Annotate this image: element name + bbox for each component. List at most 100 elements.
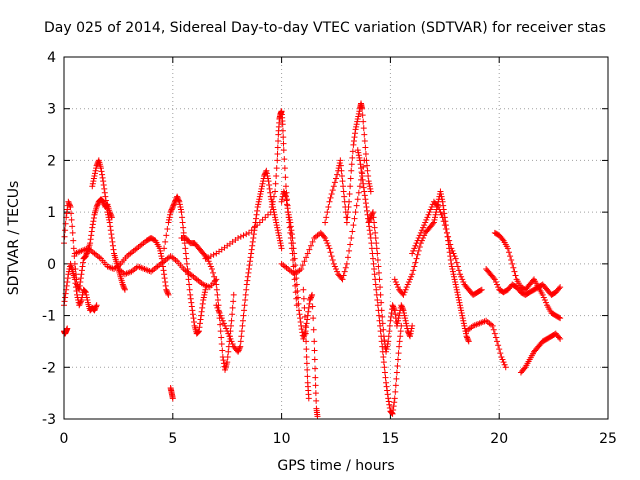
data-point [303, 360, 310, 367]
data-point [229, 341, 236, 348]
data-point [273, 222, 280, 229]
data-point [383, 379, 390, 386]
data-point [403, 322, 410, 329]
data-point [64, 325, 71, 332]
data-point [369, 255, 376, 262]
data-point [386, 405, 393, 412]
data-point [349, 228, 356, 235]
data-point [511, 268, 518, 275]
data-point [344, 209, 351, 216]
data-point [279, 127, 286, 134]
y-tick-label: -1 [42, 309, 56, 325]
data-point [310, 315, 317, 322]
data-point [303, 324, 310, 331]
data-point [390, 403, 397, 410]
data-point [268, 203, 275, 210]
data-point [391, 276, 398, 283]
data-point [390, 304, 397, 311]
data-point [68, 210, 75, 217]
data-point [359, 172, 366, 179]
data-point [243, 286, 250, 293]
data-point [441, 210, 448, 217]
data-point [256, 193, 263, 200]
data-point [282, 193, 289, 200]
data-point [379, 313, 386, 320]
data-point [273, 172, 280, 179]
data-point [269, 198, 276, 205]
data-point [392, 278, 399, 285]
data-point [353, 123, 360, 130]
data-point [100, 181, 107, 188]
data-point [88, 228, 95, 235]
data-point [323, 214, 330, 221]
data-point [375, 263, 382, 270]
data-point [432, 211, 439, 218]
data-point [408, 273, 415, 280]
data-point [370, 260, 377, 267]
data-point [360, 125, 367, 132]
series-trace-o [322, 100, 374, 226]
data-point [348, 161, 355, 168]
data-point [195, 328, 202, 335]
data-point [242, 291, 249, 298]
data-point [217, 328, 224, 335]
data-point [78, 271, 85, 278]
data-point [191, 319, 198, 326]
data-point [73, 288, 80, 295]
data-point [64, 206, 71, 213]
data-point [557, 315, 564, 322]
data-point [71, 253, 78, 260]
data-point [396, 312, 403, 319]
data-point [262, 169, 269, 176]
data-point [70, 245, 77, 252]
data-point [323, 237, 330, 244]
data-point [101, 185, 108, 192]
data-point [492, 334, 499, 341]
data-point [102, 197, 109, 204]
data-point [263, 170, 270, 177]
data-point [333, 266, 339, 273]
data-point [490, 275, 497, 282]
data-point [257, 191, 264, 198]
data-point [162, 282, 169, 289]
data-point [442, 225, 449, 232]
data-point [256, 196, 263, 203]
data-point [455, 297, 462, 304]
data-point [447, 256, 454, 263]
data-point [255, 198, 262, 205]
data-point [106, 216, 113, 223]
data-point [65, 200, 72, 207]
data-point [272, 216, 279, 223]
data-point [397, 328, 404, 335]
data-point [278, 198, 285, 205]
data-point [384, 387, 391, 394]
data-point [402, 286, 409, 293]
data-point [287, 219, 294, 226]
data-point [103, 205, 110, 212]
data-point [177, 203, 184, 210]
data-point [288, 231, 295, 238]
data-point [443, 229, 450, 236]
series-trace-p [354, 147, 405, 417]
data-point [356, 157, 363, 164]
data-point [188, 299, 195, 306]
data-point [186, 281, 193, 288]
data-point [446, 249, 453, 256]
data-point [521, 365, 528, 372]
data-point [396, 343, 403, 350]
data-point [361, 131, 368, 138]
data-point [438, 193, 445, 200]
data-point [347, 175, 354, 182]
data-point [176, 201, 183, 208]
data-point [224, 328, 231, 335]
data-point [110, 246, 117, 253]
data-point [109, 238, 116, 245]
data-point [542, 299, 549, 306]
data-point [240, 232, 247, 239]
data-point [418, 227, 425, 234]
data-point [308, 293, 315, 300]
data-point [119, 281, 126, 288]
data-point [91, 172, 98, 179]
data-point [390, 303, 397, 310]
